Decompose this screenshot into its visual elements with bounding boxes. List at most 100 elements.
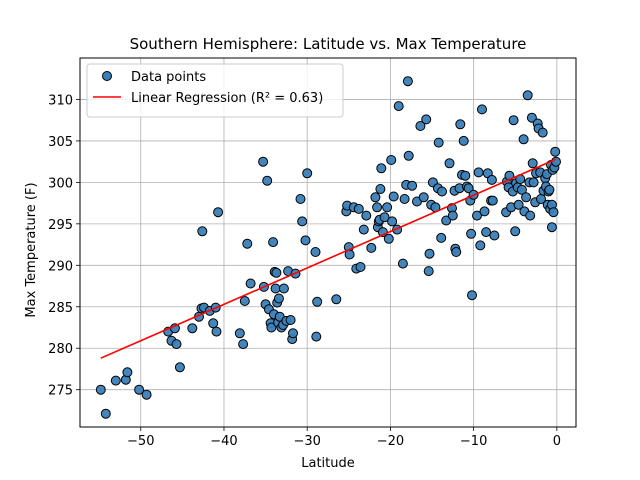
- data-point: [472, 210, 482, 221]
- data-point: [288, 328, 298, 339]
- data-point: [544, 184, 555, 195]
- data-point: [310, 247, 321, 257]
- legend: Data points Linear Regression (R² = 0.63…: [86, 63, 344, 118]
- data-point: [437, 186, 447, 197]
- x-axis-ticks: −50 −40 −30 −20 −10 0: [127, 427, 561, 449]
- data-point: [458, 135, 469, 146]
- x-tick-label: 0: [553, 434, 561, 449]
- data-point: [353, 203, 364, 214]
- y-tick-label: 305: [48, 135, 73, 150]
- data-point: [397, 258, 408, 269]
- data-point: [415, 121, 426, 131]
- data-point: [100, 408, 111, 419]
- data-point: [285, 315, 296, 325]
- legend-label-regression: Linear Regression (R² = 0.63): [131, 91, 323, 106]
- data-point: [197, 226, 208, 237]
- data-point: [388, 191, 399, 202]
- data-point: [387, 216, 398, 227]
- data-point: [239, 296, 250, 306]
- data-point: [537, 127, 548, 138]
- data-point: [386, 155, 397, 165]
- data-point: [358, 224, 369, 235]
- data-point: [268, 237, 279, 248]
- x-tick-label: −20: [377, 434, 404, 449]
- y-tick-label: 290: [48, 259, 73, 274]
- data-point: [234, 328, 245, 339]
- regression-line-group: [100, 158, 557, 359]
- data-point: [399, 194, 410, 204]
- data-point: [451, 247, 462, 257]
- data-point: [402, 76, 413, 87]
- plot-frame: [79, 57, 577, 428]
- data-point: [95, 384, 106, 395]
- data-point: [441, 215, 452, 226]
- data-point: [527, 158, 538, 169]
- data-point: [513, 199, 524, 210]
- legend-label-data-points: Data points: [131, 70, 206, 85]
- y-tick-label: 275: [48, 384, 73, 399]
- data-point: [375, 184, 386, 194]
- data-point: [477, 104, 487, 115]
- x-tick-label: −10: [460, 434, 487, 449]
- data-point: [447, 210, 458, 221]
- data-point: [311, 331, 322, 342]
- data-point: [546, 222, 557, 233]
- data-point: [376, 163, 387, 174]
- y-tick-label: 295: [48, 218, 73, 233]
- data-point: [518, 134, 529, 145]
- data-point: [270, 283, 281, 294]
- data-point: [528, 177, 539, 188]
- x-axis-label: Latitude: [301, 456, 355, 471]
- data-point: [134, 384, 145, 395]
- data-point: [238, 339, 249, 350]
- data-point: [122, 367, 133, 378]
- data-point: [266, 322, 277, 333]
- y-tick-label: 310: [48, 93, 73, 108]
- data-point: [382, 202, 393, 213]
- data-point: [525, 210, 536, 221]
- data-point: [418, 192, 429, 203]
- x-tick-label: −30: [293, 434, 320, 449]
- data-point: [486, 174, 497, 185]
- y-axis-label: Max Temperature (F): [24, 182, 39, 317]
- data-point: [526, 112, 537, 123]
- data-point: [383, 233, 394, 244]
- data-point: [370, 192, 381, 203]
- data-point: [479, 206, 490, 217]
- y-tick-label: 285: [48, 301, 73, 316]
- data-point: [433, 137, 444, 148]
- data-point: [466, 228, 477, 239]
- data-point: [436, 232, 447, 243]
- data-point: [262, 175, 273, 186]
- data-point: [211, 326, 222, 337]
- data-point: [521, 192, 532, 203]
- data-point: [302, 168, 313, 179]
- data-point: [331, 294, 342, 305]
- data-point: [407, 180, 418, 191]
- data-point: [141, 389, 152, 400]
- data-point: [421, 114, 432, 125]
- data-point: [208, 318, 219, 329]
- legend-marker-data-points: [102, 71, 112, 81]
- data-point: [361, 210, 372, 221]
- data-point: [473, 167, 484, 178]
- chart-title: Southern Hemisphere: Latitude vs. Max Te…: [130, 35, 527, 53]
- x-tick-label: −40: [210, 434, 237, 449]
- data-point: [379, 212, 390, 223]
- data-point: [460, 170, 471, 181]
- data-point: [300, 235, 311, 246]
- regression-line: [100, 158, 557, 359]
- data-point: [403, 150, 414, 161]
- data-point: [489, 230, 500, 241]
- y-tick-label: 280: [48, 342, 73, 357]
- data-point: [463, 183, 474, 194]
- data-point: [372, 202, 383, 213]
- y-axis-ticks: 275 280 285 290 295 300 305 310: [48, 93, 80, 399]
- data-point: [522, 90, 533, 101]
- legend-box: [86, 63, 344, 118]
- data-point: [508, 115, 519, 126]
- data-point: [258, 156, 269, 167]
- data-point: [187, 323, 198, 334]
- data-point: [278, 283, 289, 294]
